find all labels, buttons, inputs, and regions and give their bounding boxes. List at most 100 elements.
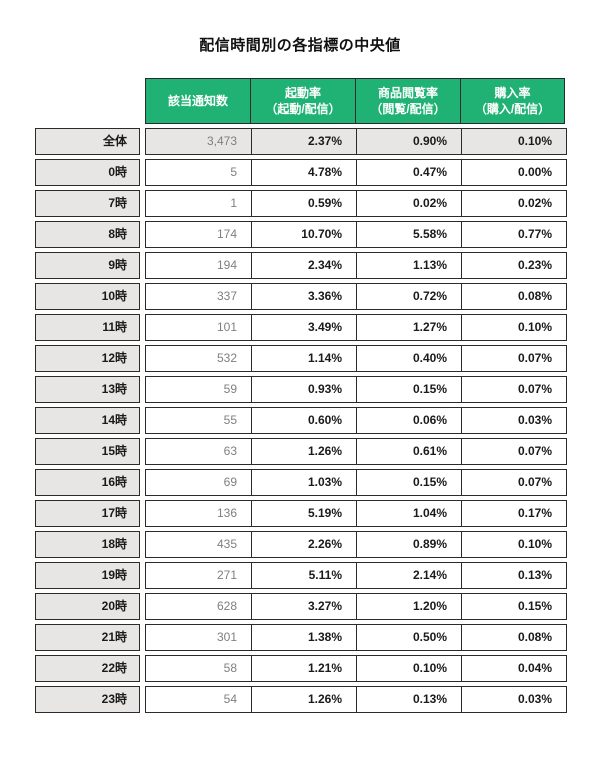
row-label: 8時 <box>35 221 140 248</box>
column-header-sublabel: （閲覧/配信） <box>370 102 446 116</box>
cell-purchase-rate: 0.08% <box>461 625 566 650</box>
row-label: 19時 <box>35 562 140 589</box>
cell-view-rate: 1.27% <box>356 315 461 340</box>
cell-notification-count: 174 <box>216 227 237 241</box>
cell-notification-count: 136 <box>216 506 237 520</box>
cell-purchase-rate: 0.07% <box>461 470 566 495</box>
cell-view-rate: 0.50% <box>356 625 461 650</box>
cell-purchase-rate: 0.07% <box>461 377 566 402</box>
column-header-sublabel: （起動/配信） <box>265 102 341 116</box>
table-row: 8時 174 10.70% 5.58% 0.77% <box>35 221 568 248</box>
row-label: 10時 <box>35 283 140 310</box>
row-label: 12時 <box>35 345 140 372</box>
cell-notification-count: 55 <box>223 413 237 427</box>
cell-view-rate: 0.90% <box>356 129 461 154</box>
row-label: 15時 <box>35 438 140 465</box>
cell-purchase-rate: 0.13% <box>461 563 566 588</box>
row-values: 435 2.26% 0.89% 0.10% <box>145 531 567 558</box>
table-row: 16時 69 1.03% 0.15% 0.07% <box>35 469 568 496</box>
column-header-label: 起動率 <box>284 85 321 100</box>
metrics-table: 該当通知数 起動率 （起動/配信） 商品閲覧率 （閲覧/配信） 購入率 （購入/… <box>35 78 568 713</box>
table-row: 全体 3,473 2.37% 0.90% 0.10% <box>35 128 568 155</box>
table-row: 18時 435 2.26% 0.89% 0.10% <box>35 531 568 558</box>
cell-view-rate: 0.72% <box>356 284 461 309</box>
cell-view-rate: 0.02% <box>356 191 461 216</box>
row-label: 17時 <box>35 500 140 527</box>
row-label: 0時 <box>35 159 140 186</box>
column-header-launch-rate: 起動率 （起動/配信） <box>250 78 355 124</box>
cell-purchase-rate: 0.23% <box>461 253 566 278</box>
column-header-label: 該当通知数 <box>167 93 228 108</box>
row-values: 301 1.38% 0.50% 0.08% <box>145 624 567 651</box>
table-row: 10時 337 3.36% 0.72% 0.08% <box>35 283 568 310</box>
row-label: 18時 <box>35 531 140 558</box>
cell-view-rate: 0.61% <box>356 439 461 464</box>
table-row: 12時 532 1.14% 0.40% 0.07% <box>35 345 568 372</box>
cell-notification-count: 301 <box>216 630 237 644</box>
cell-notification-count: 628 <box>216 599 237 613</box>
table-row: 20時 628 3.27% 1.20% 0.15% <box>35 593 568 620</box>
column-header-sublabel: （購入/配信） <box>474 102 551 116</box>
row-values: 59 0.93% 0.15% 0.07% <box>145 376 567 403</box>
row-label: 全体 <box>35 128 140 155</box>
row-label: 22時 <box>35 655 140 682</box>
cell-launch-rate: 0.93% <box>251 377 356 402</box>
cell-notification-count: 5 <box>230 165 237 179</box>
table-row: 9時 194 2.34% 1.13% 0.23% <box>35 252 568 279</box>
cell-purchase-rate: 0.07% <box>461 346 566 371</box>
column-header-label: 購入率 <box>494 85 531 100</box>
cell-purchase-rate: 0.00% <box>461 160 566 185</box>
page-title: 配信時間別の各指標の中央値 <box>199 37 401 54</box>
row-values: 628 3.27% 1.20% 0.15% <box>145 593 567 620</box>
cell-launch-rate: 2.26% <box>251 532 356 557</box>
row-values: 101 3.49% 1.27% 0.10% <box>145 314 567 341</box>
cell-view-rate: 1.20% <box>356 594 461 619</box>
row-values: 174 10.70% 5.58% 0.77% <box>145 221 567 248</box>
cell-launch-rate: 3.36% <box>251 284 356 309</box>
table-rows: 全体 3,473 2.37% 0.90% 0.10% 0時 5 4.78% 0.47% 0.00%… <box>35 128 568 713</box>
cell-purchase-rate: 0.10% <box>461 315 566 340</box>
cell-launch-rate: 1.14% <box>251 346 356 371</box>
row-values: 3,473 2.37% 0.90% 0.10% <box>145 128 567 155</box>
row-label: 21時 <box>35 624 140 651</box>
cell-view-rate: 2.14% <box>356 563 461 588</box>
table-row: 15時 63 1.26% 0.61% 0.07% <box>35 438 568 465</box>
row-values: 58 1.21% 0.10% 0.04% <box>145 655 567 682</box>
cell-launch-rate: 1.38% <box>251 625 356 650</box>
table-row: 19時 271 5.11% 2.14% 0.13% <box>35 562 568 589</box>
table-row: 11時 101 3.49% 1.27% 0.10% <box>35 314 568 341</box>
cell-notification-count: 63 <box>223 444 237 458</box>
cell-view-rate: 0.06% <box>356 408 461 433</box>
cell-purchase-rate: 0.15% <box>461 594 566 619</box>
cell-view-rate: 0.47% <box>356 160 461 185</box>
cell-launch-rate: 5.11% <box>251 563 356 588</box>
cell-purchase-rate: 0.07% <box>461 439 566 464</box>
row-values: 5 4.78% 0.47% 0.00% <box>145 159 567 186</box>
cell-notification-count: 532 <box>216 351 237 365</box>
cell-view-rate: 0.13% <box>356 687 461 712</box>
row-values: 194 2.34% 1.13% 0.23% <box>145 252 567 279</box>
cell-launch-rate: 2.37% <box>251 129 356 154</box>
cell-notification-count: 1 <box>230 196 237 210</box>
cell-notification-count: 69 <box>223 475 237 489</box>
cell-launch-rate: 0.60% <box>251 408 356 433</box>
cell-view-rate: 0.15% <box>356 377 461 402</box>
row-label: 16時 <box>35 469 140 496</box>
table-row: 7時 1 0.59% 0.02% 0.02% <box>35 190 568 217</box>
cell-notification-count: 54 <box>223 692 237 706</box>
cell-view-rate: 0.15% <box>356 470 461 495</box>
cell-notification-count: 271 <box>216 568 237 582</box>
cell-purchase-rate: 0.77% <box>461 222 566 247</box>
row-values: 136 5.19% 1.04% 0.17% <box>145 500 567 527</box>
cell-purchase-rate: 0.17% <box>461 501 566 526</box>
column-header-purchase-rate: 購入率 （購入/配信） <box>460 78 565 124</box>
row-values: 271 5.11% 2.14% 0.13% <box>145 562 567 589</box>
cell-launch-rate: 3.27% <box>251 594 356 619</box>
row-values: 69 1.03% 0.15% 0.07% <box>145 469 567 496</box>
cell-launch-rate: 1.03% <box>251 470 356 495</box>
row-label: 20時 <box>35 593 140 620</box>
row-values: 337 3.36% 0.72% 0.08% <box>145 283 567 310</box>
cell-launch-rate: 3.49% <box>251 315 356 340</box>
cell-view-rate: 5.58% <box>356 222 461 247</box>
cell-notification-count: 435 <box>216 537 237 551</box>
